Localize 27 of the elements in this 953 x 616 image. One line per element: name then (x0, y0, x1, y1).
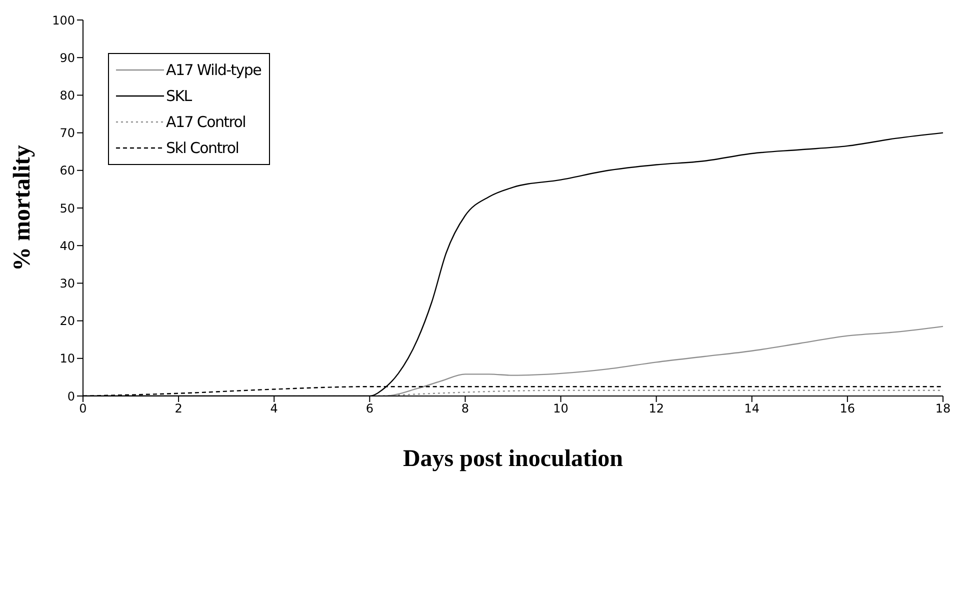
legend-label: A17 Wild-type (166, 61, 261, 79)
x-tick-label: 12 (648, 402, 664, 416)
y-tick-label: 30 (60, 276, 75, 290)
y-tick-label: 90 (60, 50, 75, 65)
y-tick-label: 40 (60, 238, 75, 253)
y-tick-label: 50 (60, 201, 75, 216)
x-tick-label: 0 (79, 402, 87, 416)
legend-label: A17 Control (166, 113, 246, 131)
x-tick-label: 10 (553, 402, 568, 416)
x-tick-label: 4 (270, 402, 278, 416)
y-tick-label: 60 (60, 164, 75, 178)
legend-label: SKL (166, 87, 192, 105)
x-tick-label: 2 (174, 402, 182, 416)
y-tick-label: 100 (52, 13, 75, 28)
x-axis-title: Days post inoculation (402, 446, 624, 472)
y-tick-label: 0 (67, 389, 75, 404)
x-tick-label: 14 (744, 402, 760, 416)
x-tick-label: 8 (461, 402, 470, 416)
y-tick-label: 70 (60, 126, 75, 140)
x-tick-label: 18 (935, 402, 951, 416)
x-tick-label: 6 (366, 402, 374, 416)
y-tick-label: 20 (60, 314, 75, 328)
y-tick-label: 80 (60, 88, 75, 102)
legend-label: Skl Control (166, 139, 239, 157)
y-axis-title: % mortality (10, 145, 36, 271)
y-tick-label: 10 (60, 352, 75, 366)
x-tick-label: 16 (840, 402, 856, 416)
